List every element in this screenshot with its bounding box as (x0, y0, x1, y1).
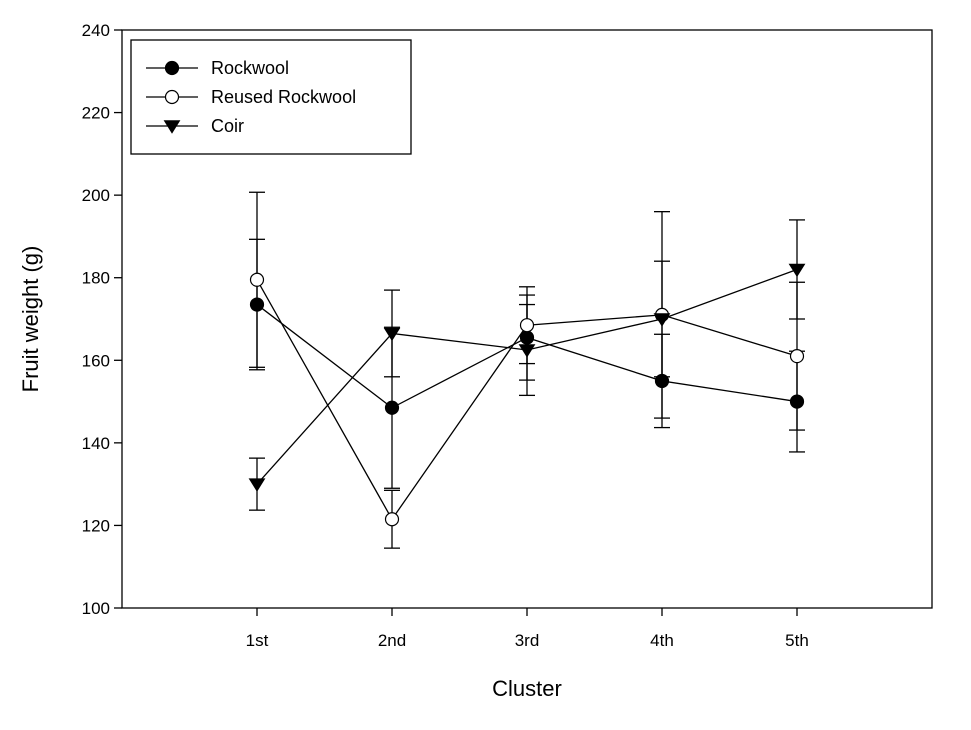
legend-label-reused-rockwool: Reused Rockwool (211, 87, 356, 107)
legend: Rockwool Reused Rockwool Coir (130, 39, 412, 155)
data-point-coir (653, 313, 671, 327)
data-point-reused-rockwool (384, 512, 400, 527)
y-tick-label: 240 (82, 21, 110, 40)
data-point-rockwool (519, 330, 535, 345)
series-layer (248, 191, 806, 549)
x-axis-title: Cluster (492, 676, 562, 701)
data-point-coir (788, 263, 806, 278)
legend-marker-coir (163, 120, 181, 134)
data-point-rockwool (654, 373, 670, 389)
data-point-rockwool (384, 400, 400, 415)
x-tick-label: 4th (650, 631, 674, 650)
legend-label-rockwool: Rockwool (211, 58, 289, 78)
axis-ticks: 100 120 140 160 180 200 220 240 1st 2nd 3rd 4th 5th (82, 21, 809, 650)
legend-marker-reused-rockwool (164, 89, 180, 105)
data-point-coir (518, 344, 536, 358)
x-tick-label: 2nd (378, 631, 406, 650)
markers (248, 263, 806, 527)
y-axis-title: Fruit weight (g) (18, 246, 43, 393)
y-tick-label: 220 (82, 104, 110, 123)
x-tick-label: 1st (246, 631, 269, 650)
data-point-reused-rockwool (789, 349, 805, 364)
y-tick-label: 160 (82, 351, 110, 370)
legend-marker-rockwool (164, 60, 180, 76)
x-tick-label: 5th (785, 631, 809, 650)
y-tick-label: 120 (82, 516, 110, 535)
y-tick-label: 200 (82, 186, 110, 205)
y-tick-label: 180 (82, 269, 110, 288)
data-point-coir (248, 478, 266, 492)
data-point-coir (383, 327, 401, 342)
legend-label-coir: Coir (211, 116, 244, 136)
y-tick-label: 100 (82, 599, 110, 618)
y-tick-label: 140 (82, 434, 110, 453)
data-point-rockwool (249, 297, 265, 312)
data-point-reused-rockwool (249, 272, 265, 287)
x-tick-label: 3rd (515, 631, 540, 650)
data-point-rockwool (789, 394, 805, 409)
error-bars (249, 191, 805, 549)
data-point-reused-rockwool (519, 318, 535, 333)
